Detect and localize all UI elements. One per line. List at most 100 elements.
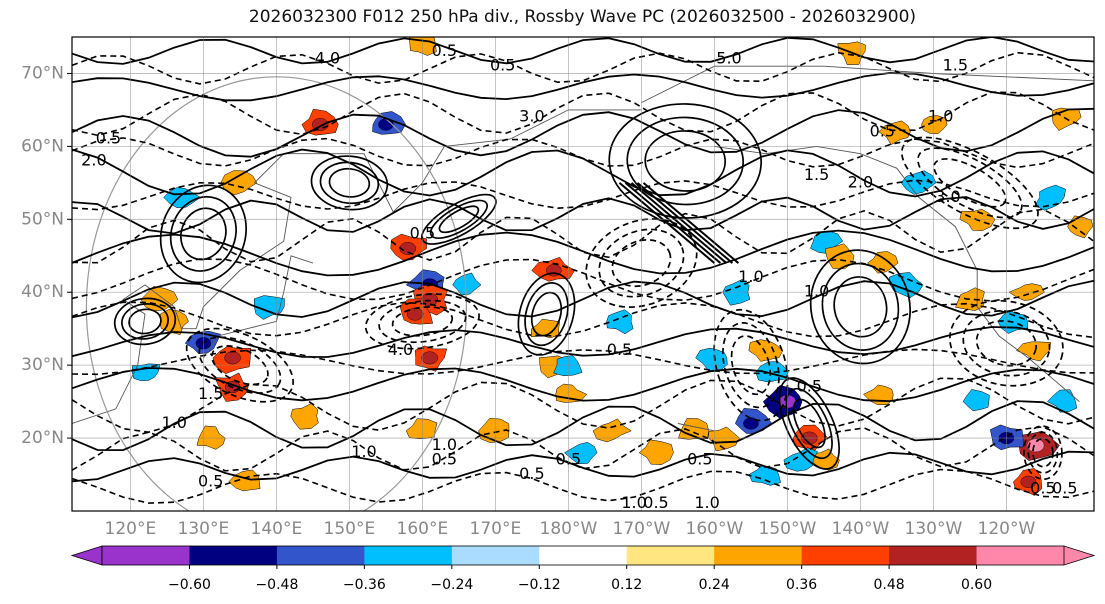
- contour-label: 1.0: [694, 493, 719, 512]
- colorbar-segment: [451, 546, 540, 565]
- contour-label: 0.5: [607, 340, 632, 359]
- colorbar-segment: [626, 546, 715, 565]
- colorbar-segment: [189, 546, 278, 565]
- lat-tick-label: 20°N: [21, 428, 64, 448]
- contour-dashed: [72, 468, 1094, 504]
- colorbar-tick-label: −0.60: [168, 577, 211, 593]
- colorbar-tick-label: 0.36: [786, 577, 817, 593]
- contour-loop-dashed: [185, 327, 294, 403]
- divergence-blob-core: [1026, 438, 1045, 453]
- contour-dashed: [72, 91, 1094, 137]
- contour-loop-solid: [821, 262, 900, 351]
- contour-loop-dashed: [585, 218, 698, 308]
- contour-label: 0.5: [556, 449, 581, 468]
- colorbar-extend-high: [1063, 545, 1096, 566]
- divergence-blob: [290, 403, 319, 430]
- contour-label: 2.0: [81, 150, 106, 169]
- contour-loop-solid: [517, 272, 576, 356]
- contour-loop-solid: [833, 276, 888, 338]
- contour-label: 3.0: [519, 107, 544, 126]
- contour-solid: [72, 367, 1094, 403]
- contour-solid: [72, 37, 1094, 65]
- divergence-blob: [163, 187, 201, 208]
- contour-label: 4.0: [388, 340, 413, 359]
- contour-label: 0.5: [797, 377, 822, 396]
- lon-tick-label: 140°E: [251, 519, 303, 539]
- lon-tick-label: 180°W: [540, 519, 598, 539]
- divergence-blob: [962, 389, 990, 412]
- contour-label: 2.0: [848, 172, 873, 191]
- colorbar-tick-label: 0.24: [699, 577, 730, 593]
- lon-tick-label: 130°E: [178, 519, 230, 539]
- lat-tick-label: 30°N: [21, 355, 64, 375]
- contour-loop-solid: [608, 103, 763, 219]
- latitude-tick-labels: 70°N 60°N 50°N 40°N 30°N 20°N: [21, 63, 72, 448]
- contour-label: 1.0: [432, 435, 457, 454]
- divergence-blob: [606, 309, 634, 335]
- contour-loop-solid: [113, 297, 177, 346]
- contour-loop-dashed: [211, 345, 269, 386]
- contour-loop-dashed: [198, 336, 282, 394]
- contour-label: 0.5: [432, 41, 457, 60]
- contour-loop-dashed: [1032, 437, 1054, 468]
- contour-solid: [72, 279, 1094, 319]
- lon-tick-label: 150°W: [759, 519, 817, 539]
- contour-streak: [642, 182, 740, 264]
- lon-tick-label: 120°E: [105, 519, 157, 539]
- contour-loop-solid: [626, 116, 745, 206]
- contour-loop-solid: [792, 398, 826, 449]
- contour-dashed: [72, 348, 1094, 376]
- colorbar-tick-label: 0.12: [611, 577, 642, 593]
- contour-loop-dashed: [611, 239, 672, 288]
- divergence-blob: [196, 425, 226, 450]
- divergence-blob: [1034, 184, 1066, 211]
- divergence-blob: [748, 465, 782, 486]
- contour-label: 1.0: [161, 413, 186, 432]
- colorbar-segment: [889, 546, 978, 565]
- longitude-tick-labels: 120°E 130°E 140°E 150°E 160°E 170°E 180°W 170°W…: [105, 519, 1036, 539]
- contour-label: 0.5: [198, 471, 223, 490]
- contour-streak: [630, 182, 728, 264]
- contour-solid: [72, 450, 1094, 483]
- lat-tick-label: 50°N: [21, 209, 64, 229]
- contour-dashed: [72, 179, 1094, 211]
- contour-loop-solid: [809, 249, 912, 365]
- contour-label: 1.0: [804, 282, 829, 301]
- lon-tick-label: 150°E: [324, 519, 376, 539]
- lon-tick-label: 120°W: [978, 519, 1036, 539]
- contour-dashed: [72, 258, 1094, 302]
- contour-loop-solid: [180, 207, 227, 261]
- divergence-blob: [1016, 341, 1052, 362]
- colorbar-tick-label: −0.24: [430, 577, 473, 593]
- contour-loop-dashed: [364, 293, 480, 350]
- divergence-blob-core: [1020, 475, 1037, 488]
- colorbar-segment: [364, 546, 453, 565]
- colorbar-segment: [276, 546, 365, 565]
- contour-solid: [72, 72, 1094, 102]
- divergence-blob: [452, 272, 482, 296]
- contour-label: 0.5: [870, 121, 895, 140]
- colorbar-segment: [976, 546, 1065, 565]
- divergence-blob: [563, 442, 598, 465]
- contour-loop-dashed: [730, 335, 772, 396]
- contour-loop-solid: [785, 387, 833, 460]
- colorbar-tick-label: 0.48: [874, 577, 905, 593]
- colorbar: −0.60 −0.48 −0.36 −0.24 −0.12 0.12 0.24 0.36 0.4…: [70, 545, 1096, 593]
- contour-loop-solid: [319, 161, 380, 205]
- colorbar-segment: [801, 546, 890, 565]
- colorbar-tick-label: 0.60: [961, 577, 992, 593]
- contour-label: 1.0: [928, 107, 953, 126]
- divergence-blob: [638, 439, 674, 465]
- colorbar-frame: [101, 545, 1065, 566]
- contour-label: 4.0: [315, 48, 340, 67]
- contour-dashed: [72, 377, 1094, 434]
- contour-loop-solid: [429, 199, 488, 240]
- contour-label: 0.5: [687, 449, 712, 468]
- contour-loop-dashed: [378, 299, 467, 344]
- contour-label: 0.5: [1052, 479, 1077, 498]
- coastline: [677, 423, 715, 432]
- divergence-blob: [228, 469, 261, 492]
- divergence-blob: [1067, 215, 1094, 239]
- lon-tick-label: 170°W: [613, 519, 671, 539]
